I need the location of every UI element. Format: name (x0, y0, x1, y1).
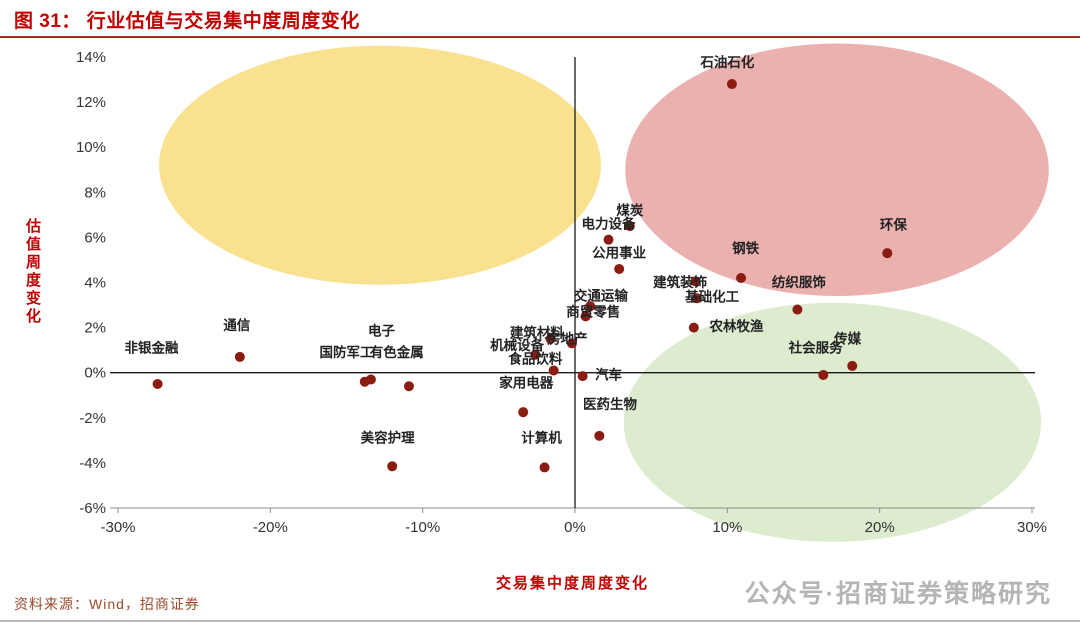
point-label-建筑材料: 建筑材料 (509, 325, 564, 341)
point-label-房地产: 房地产 (547, 330, 588, 346)
scatter-chart: -30% -20% -10% 0% 10% 20% 30% 14% 12% 10% 8% 6% 4% 2%… (76, 43, 1049, 542)
title-divider (0, 36, 1080, 38)
scatter-point-电力设备 (603, 234, 614, 245)
x-tick-label: 20% (865, 519, 895, 536)
scatter-point-纺织服饰 (792, 304, 803, 315)
scatter-point-食品饮料 (548, 365, 559, 376)
scatter-point-农林牧渔 (688, 322, 699, 333)
point-label-电子: 电子 (368, 322, 395, 338)
scatter-point-传媒 (847, 360, 858, 371)
scatter-point-家用电器 (518, 407, 529, 418)
point-label-纺织服饰: 纺织服饰 (772, 274, 826, 290)
point-label-有色金属: 有色金属 (370, 344, 424, 360)
point-label-食品饮料: 食品饮料 (508, 351, 562, 367)
x-tick-label: 30% (1017, 519, 1047, 536)
point-label-美容护理: 美容护理 (361, 430, 415, 446)
scatter-point-汽车 (577, 371, 588, 382)
x-tick-label: -30% (100, 519, 135, 536)
y-tick-label: 6% (84, 229, 106, 246)
point-label-商贸零售: 商贸零售 (566, 303, 620, 319)
point-label-社会服务: 社会服务 (788, 339, 843, 355)
point-label-计算机: 计算机 (521, 430, 562, 446)
x-tick-label: -20% (253, 519, 288, 536)
point-label-家用电器: 家用电器 (499, 374, 553, 390)
x-tick-label: 10% (712, 519, 742, 536)
scatter-point-交通运输 (585, 301, 596, 312)
point-label-国防军工: 国防军工 (320, 344, 374, 360)
point-label-交通运输: 交通运输 (574, 288, 628, 304)
green-ellipse (623, 302, 1042, 542)
x-tick-label: 0% (564, 519, 586, 536)
point-label-汽车: 汽车 (595, 366, 622, 382)
y-tick-label: 12% (76, 94, 106, 111)
y-tick-label: -4% (79, 455, 106, 472)
scatter-point-煤炭 (624, 221, 635, 232)
y-tick-label: 4% (84, 275, 106, 292)
point-label-非银金融: 非银金融 (125, 339, 179, 355)
y-tick-label: 14% (76, 49, 106, 66)
y-tick-label: 8% (84, 184, 106, 201)
y-axis-title: 估值周度变化 (24, 218, 41, 326)
scatter-point-钢铁 (736, 272, 747, 283)
point-label-电力设备: 电力设备 (582, 215, 636, 231)
scatter-point-机械设备 (530, 349, 541, 360)
scatter-point-美容护理 (387, 461, 398, 472)
source-text: 资料来源：Wind，招商证券 (14, 596, 200, 612)
scatter-point-公用事业 (614, 263, 625, 274)
figure-title: 图 31： 行业估值与交易集中度周度变化 (14, 11, 360, 32)
y-tick-label: 0% (84, 365, 106, 382)
point-label-传媒: 传媒 (833, 330, 861, 346)
scatter-point-基础化工 (691, 293, 702, 304)
y-tick-label: -2% (79, 410, 106, 427)
yellow-ellipse (159, 45, 601, 285)
scatter-point-通信 (234, 351, 245, 362)
y-tick-label: 10% (76, 139, 106, 156)
scatter-point-房地产 (566, 338, 577, 349)
point-label-建筑装饰: 建筑装饰 (652, 274, 707, 290)
point-label-煤炭: 煤炭 (616, 202, 643, 218)
scatter-point-国防军工 (365, 374, 376, 385)
point-label-环保: 环保 (880, 216, 907, 232)
scatter-point-非银金融 (152, 378, 163, 389)
point-label-机械设备: 机械设备 (490, 337, 544, 353)
x-axis-title: 交易集中度周度变化 (495, 575, 649, 592)
y-tick-label: -6% (79, 500, 106, 517)
scatter-point-社会服务 (818, 369, 829, 380)
watermark: 公众号·招商证券策略研究 (744, 580, 1052, 608)
scatter-point-计算机 (539, 462, 550, 473)
point-label-钢铁: 钢铁 (732, 240, 759, 256)
scatter-point-商贸零售 (580, 311, 591, 322)
scatter-point-建筑装饰 (690, 276, 701, 287)
scatter-point-建筑材料 (545, 333, 556, 344)
point-label-医药生物: 医药生物 (583, 396, 637, 412)
scatter-point-环保 (882, 248, 893, 259)
point-label-基础化工: 基础化工 (685, 289, 739, 305)
scatter-point-医药生物 (594, 430, 605, 441)
scatter-point-有色金属 (403, 381, 414, 392)
figure-header: 图 31： 行业估值与交易集中度周度变化 (14, 6, 1066, 33)
red-ellipse (625, 43, 1049, 297)
scatter-point-石油石化 (726, 79, 737, 90)
point-label-通信: 通信 (223, 317, 250, 333)
y-tick-label: 2% (84, 320, 106, 337)
point-label-农林牧渔: 农林牧渔 (708, 318, 763, 334)
point-label-公用事业: 公用事业 (592, 245, 646, 261)
point-label-石油石化: 石油石化 (699, 54, 754, 70)
x-tick-label: -10% (405, 519, 440, 536)
footer: 资料来源：Wind，招商证券 (0, 594, 1080, 622)
